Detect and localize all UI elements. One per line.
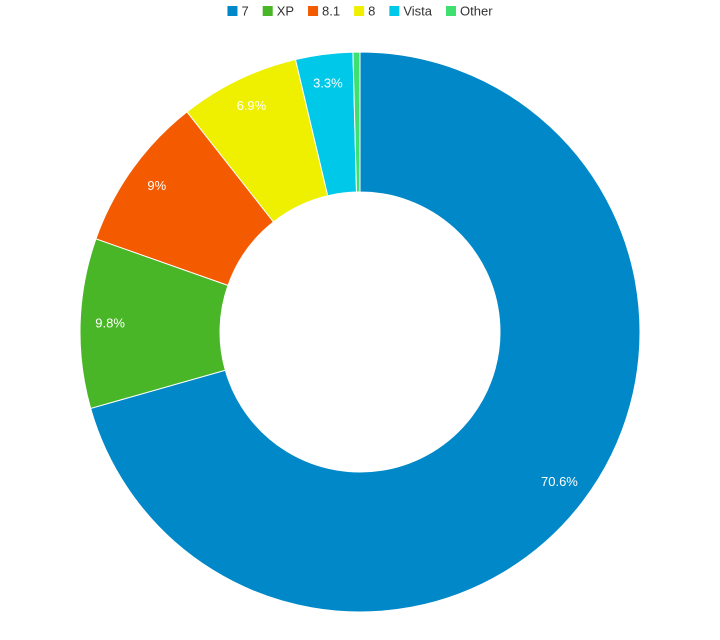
- data-label: 70.6%: [541, 474, 578, 489]
- data-label: 9.8%: [95, 316, 125, 331]
- legend-label: 7: [241, 3, 248, 18]
- legend-swatch: [262, 6, 273, 16]
- data-label: 6.9%: [237, 98, 267, 113]
- legend-label: 8.1: [322, 3, 340, 18]
- donut-slice: [352, 51, 361, 193]
- donut-slice: [90, 51, 641, 613]
- legend-swatch: [308, 6, 319, 16]
- legend-swatch: [446, 6, 457, 16]
- legend-swatch: [354, 6, 365, 16]
- legend: 7 XP 8.1 8 Vista Other: [227, 3, 493, 18]
- legend-label: 8: [368, 3, 375, 18]
- legend-label: Vista: [403, 3, 432, 18]
- data-label: 9%: [147, 178, 166, 193]
- plot: 70.6% 9.8% 9% 6.9% 3.3%: [79, 51, 641, 613]
- data-label: 3.3%: [313, 76, 343, 91]
- legend-label: XP: [277, 3, 294, 18]
- legend-swatch: [389, 6, 400, 16]
- legend-label: Other: [460, 3, 493, 18]
- legend-swatch: [227, 6, 238, 16]
